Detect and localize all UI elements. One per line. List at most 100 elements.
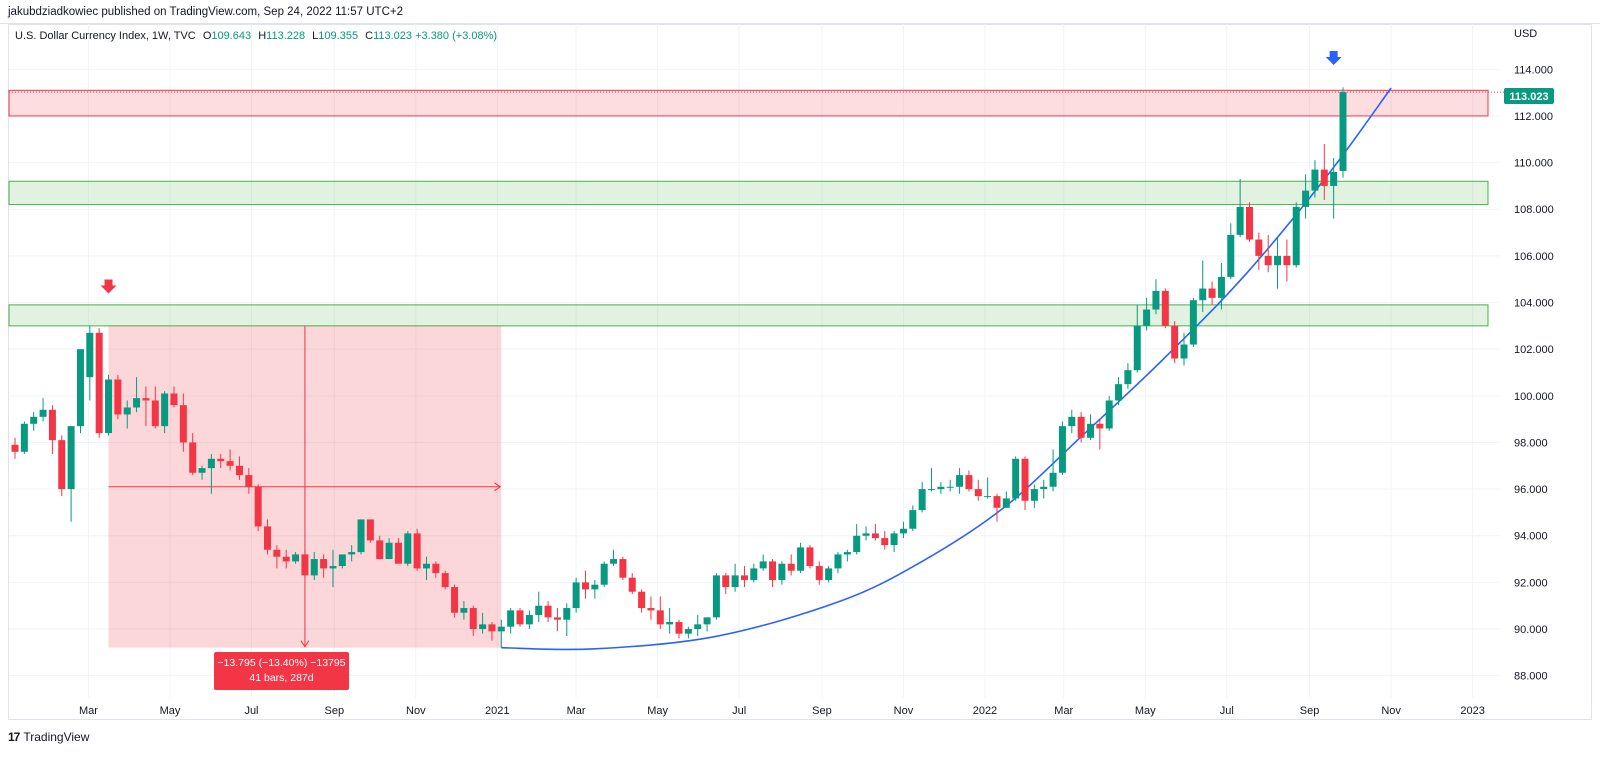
- candle: [329, 549, 337, 588]
- candle: [114, 374, 122, 420]
- candle-body: [853, 535, 861, 553]
- axis-unit-label[interactable]: USD: [1514, 28, 1538, 40]
- candle: [1115, 377, 1123, 406]
- low-value: 109.355: [318, 30, 359, 42]
- time-axis[interactable]: Mar May Jul Sep Nov 2021 Mar May Jul Sep Nov 2022 Ma…: [79, 705, 1485, 717]
- candle: [1086, 414, 1094, 441]
- candle: [123, 400, 131, 429]
- candle-body: [871, 533, 879, 539]
- low-label: L: [312, 30, 319, 42]
- candle-body: [170, 393, 178, 406]
- candle-body: [656, 610, 664, 625]
- y-tick-label: 96.000: [1514, 484, 1548, 496]
- red-down-arrow-icon: [100, 279, 117, 294]
- arrow-markers[interactable]: [100, 50, 1342, 294]
- candle: [179, 393, 187, 452]
- candle: [488, 622, 496, 641]
- candle-body: [647, 608, 655, 611]
- candle: [956, 468, 964, 494]
- candle-body: [189, 442, 197, 473]
- candle-body: [974, 489, 982, 497]
- candle: [170, 386, 178, 408]
- candle: [338, 554, 346, 569]
- candle-body: [750, 568, 758, 581]
- measure-label[interactable]: −13.795 (−13.40%) −13795 41 bars, 287d: [214, 652, 349, 690]
- price-axis[interactable]: 88.000 90.000 92.000 94.000 96.000 98.000 100.…: [1514, 64, 1554, 682]
- candle: [871, 524, 879, 541]
- y-tick-label: 90.000: [1514, 624, 1548, 636]
- candle: [1040, 479, 1048, 499]
- candle: [161, 391, 169, 434]
- candle-body: [899, 528, 907, 534]
- candle-body: [95, 332, 103, 434]
- candle-body: [413, 533, 421, 569]
- candle: [39, 398, 47, 422]
- candle: [198, 465, 206, 480]
- candle: [469, 605, 477, 637]
- candle-body: [769, 561, 777, 581]
- candle-body: [1030, 489, 1038, 501]
- candle-body: [684, 629, 692, 634]
- candle: [656, 596, 664, 630]
- candle-body: [956, 475, 964, 487]
- candle-body: [1236, 206, 1244, 235]
- y-tick-label: 114.000: [1514, 64, 1553, 76]
- candle-body: [507, 610, 515, 627]
- candle: [610, 549, 618, 567]
- candle: [1264, 234, 1272, 273]
- candle-body: [1330, 171, 1338, 186]
- candle: [918, 482, 926, 513]
- trendline-group[interactable]: [501, 87, 1392, 651]
- candle: [133, 377, 141, 413]
- candle-body: [881, 538, 889, 546]
- candle-body: [815, 566, 823, 581]
- candle: [142, 386, 150, 427]
- y-tick-label: 100.000: [1514, 391, 1554, 403]
- candle: [628, 573, 636, 595]
- candle-body: [628, 577, 636, 592]
- candle: [1208, 281, 1216, 305]
- candle: [1105, 395, 1113, 431]
- candle-body: [123, 407, 131, 415]
- candle: [151, 386, 159, 429]
- candle: [1021, 456, 1029, 511]
- candle-body: [217, 458, 225, 462]
- candle-body: [226, 461, 234, 466]
- measure-tool[interactable]: [108, 325, 502, 648]
- candle-body: [834, 554, 842, 569]
- candle: [694, 615, 702, 637]
- candle: [189, 433, 197, 476]
- candle-body: [1274, 255, 1282, 266]
- y-tick-label: 88.000: [1514, 671, 1548, 683]
- candle-body: [497, 626, 505, 632]
- candle-body: [1021, 458, 1029, 501]
- x-tick-label: Nov: [406, 705, 426, 717]
- candle-body: [843, 552, 851, 555]
- candle-body: [114, 379, 122, 415]
- candle-body: [516, 610, 524, 625]
- candle-body: [740, 575, 748, 581]
- candle: [207, 454, 215, 494]
- candle-body: [928, 489, 936, 491]
- candle: [1012, 456, 1020, 501]
- candle-body: [535, 605, 543, 616]
- candle-body: [348, 552, 356, 555]
- footer-brand[interactable]: 17 TradingView: [8, 728, 89, 746]
- grid-lines: [9, 24, 1500, 698]
- measure-change-text: −13.795 (−13.40%) −13795: [217, 657, 346, 669]
- candle: [600, 561, 608, 588]
- candle-body: [1096, 423, 1104, 429]
- candle-body: [544, 605, 552, 618]
- candle: [1189, 297, 1197, 347]
- trendline-curve: [501, 87, 1392, 651]
- candle: [1274, 237, 1282, 289]
- candle: [1227, 223, 1235, 280]
- candle-body: [441, 573, 449, 588]
- candle: [675, 619, 683, 639]
- candle: [1133, 304, 1141, 373]
- candle: [1302, 174, 1310, 219]
- candle: [722, 573, 730, 595]
- candle: [740, 566, 748, 588]
- candle: [1058, 421, 1066, 476]
